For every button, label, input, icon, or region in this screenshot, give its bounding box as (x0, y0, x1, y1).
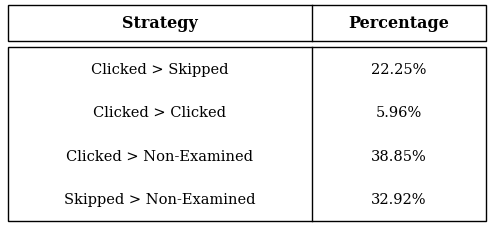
Text: 22.25%: 22.25% (371, 62, 426, 76)
Text: Skipped > Non-Examined: Skipped > Non-Examined (64, 192, 255, 206)
Text: Percentage: Percentage (348, 15, 449, 32)
Text: Clicked > Non-Examined: Clicked > Non-Examined (66, 149, 253, 163)
Text: 5.96%: 5.96% (375, 106, 422, 120)
Text: Clicked > Skipped: Clicked > Skipped (91, 62, 229, 76)
Text: Clicked > Clicked: Clicked > Clicked (93, 106, 226, 120)
Bar (8, 48, 486, 221)
Bar (8, 6, 486, 42)
Text: 38.85%: 38.85% (371, 149, 427, 163)
Text: 32.92%: 32.92% (371, 192, 426, 206)
Text: Strategy: Strategy (122, 15, 198, 32)
